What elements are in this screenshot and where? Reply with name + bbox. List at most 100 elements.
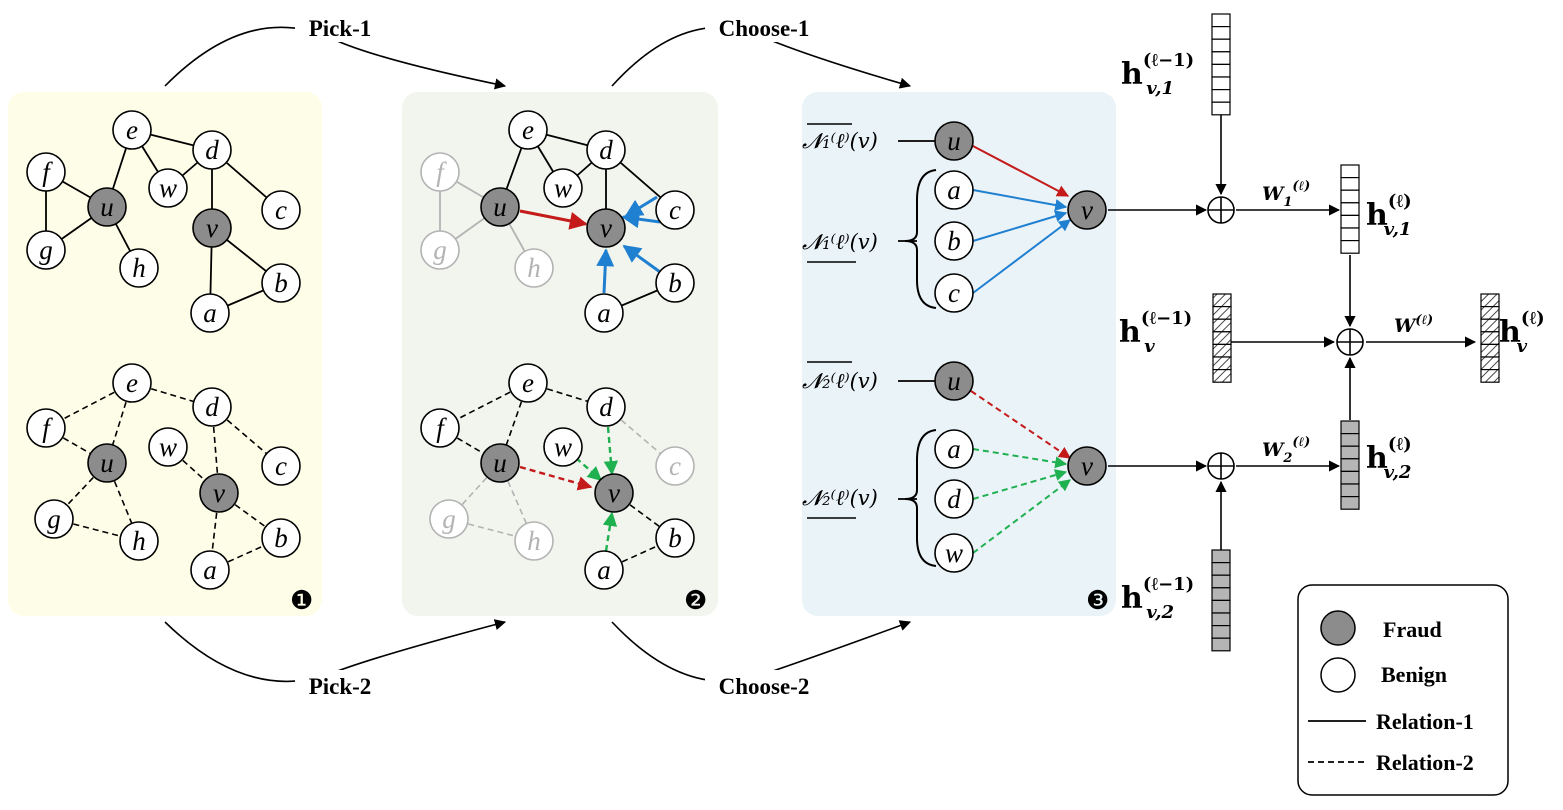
node-e: e bbox=[112, 363, 152, 403]
svg-text:h(ℓ−1)v: h(ℓ−1) v bbox=[1119, 308, 1192, 357]
node-label-v: v bbox=[206, 213, 218, 243]
node-label-v: v bbox=[1081, 451, 1093, 481]
node-a: a bbox=[190, 550, 230, 590]
node-b: b bbox=[655, 518, 695, 558]
node-label-u: u bbox=[100, 192, 114, 222]
node-label-u: u bbox=[947, 366, 961, 396]
node-label-c: c bbox=[669, 195, 681, 225]
node-f: f bbox=[26, 152, 66, 192]
legend-fraud-swatch bbox=[1320, 610, 1356, 646]
node-w: w bbox=[934, 533, 974, 573]
node-g: g bbox=[26, 230, 66, 270]
node-d: d bbox=[192, 387, 232, 427]
node-label-u: u bbox=[493, 448, 507, 478]
node-d: d bbox=[586, 130, 626, 170]
legend-benign-swatch bbox=[1320, 657, 1356, 693]
svg-text:W2(ℓ): W2(ℓ) bbox=[1262, 435, 1310, 466]
node-label-a: a bbox=[597, 298, 611, 328]
svg-text:h(ℓ−1)v,2: h(ℓ−1) v,2 bbox=[1121, 574, 1194, 623]
node-c: c bbox=[934, 273, 974, 313]
node-label-a: a bbox=[947, 434, 961, 464]
node-c: c bbox=[655, 446, 695, 486]
neighbor-label-benign-1: 𝓝₁⁽ℓ⁾(v) bbox=[802, 230, 878, 254]
node-h: h bbox=[514, 521, 554, 561]
node-label-d: d bbox=[947, 484, 961, 514]
node-u: u bbox=[480, 443, 520, 483]
svg-text:h(ℓ)v: h(ℓ) v bbox=[1499, 308, 1545, 357]
node-label-f: f bbox=[436, 157, 447, 187]
node-u: u bbox=[87, 187, 127, 227]
node-label-a: a bbox=[597, 555, 611, 585]
vector-h-v-prev bbox=[1212, 293, 1232, 383]
vector-h-v1-prev bbox=[1211, 13, 1231, 116]
node-b: b bbox=[934, 221, 974, 261]
node-a: a bbox=[934, 170, 974, 210]
legend-relation-1-label: Relation-1 bbox=[1376, 709, 1474, 734]
pick-1-label: Pick-1 bbox=[309, 16, 372, 41]
node-label-h: h bbox=[132, 526, 146, 556]
node-label-g: g bbox=[442, 504, 456, 534]
node-g: g bbox=[420, 230, 460, 270]
node-label-f: f bbox=[42, 157, 53, 187]
node-label-c: c bbox=[669, 451, 681, 481]
node-label-h: h bbox=[527, 526, 541, 556]
embedding-vectors bbox=[1211, 13, 1500, 652]
svg-text:W1(ℓ): W1(ℓ) bbox=[1262, 179, 1310, 210]
choose-1-label: Choose-1 bbox=[719, 16, 810, 41]
node-label-a: a bbox=[203, 298, 217, 328]
node-label-w: w bbox=[159, 432, 177, 462]
svg-text:h(ℓ)v,2: h(ℓ) v,2 bbox=[1366, 434, 1412, 483]
node-label-e: e bbox=[126, 368, 138, 398]
node-label-b: b bbox=[668, 523, 682, 553]
vector-h-v1 bbox=[1340, 164, 1360, 254]
node-e: e bbox=[508, 363, 548, 403]
node-u: u bbox=[934, 361, 974, 401]
aggregation-relation-1: 𝓝₁⁽ℓ⁾(v) 𝓝₁⁽ℓ⁾(v) bbox=[802, 123, 1071, 309]
step-2-badge: ❷ bbox=[684, 586, 707, 616]
svg-text:W(ℓ): W(ℓ) bbox=[1394, 313, 1433, 337]
node-label-h: h bbox=[132, 253, 146, 283]
node-c: c bbox=[261, 446, 301, 486]
node-a: a bbox=[934, 429, 974, 469]
node-label-w: w bbox=[945, 538, 963, 568]
node-label-a: a bbox=[947, 175, 961, 205]
vector-h-v2-prev bbox=[1211, 549, 1231, 652]
svg-text:h(ℓ−1)v,1: h(ℓ−1) v,1 bbox=[1121, 50, 1194, 99]
node-v: v bbox=[1067, 190, 1107, 230]
node-label-v: v bbox=[608, 478, 620, 508]
node-label-a: a bbox=[203, 555, 217, 585]
legend: Fraud Benign Relation-1 Relation-2 bbox=[1297, 584, 1509, 796]
node-v: v bbox=[586, 208, 626, 248]
node-v: v bbox=[199, 473, 239, 513]
legend-benign-label: Benign bbox=[1381, 662, 1447, 687]
node-g: g bbox=[429, 499, 469, 539]
node-u: u bbox=[480, 187, 520, 227]
node-d: d bbox=[192, 130, 232, 170]
node-d: d bbox=[934, 479, 974, 519]
node-h: h bbox=[514, 248, 554, 288]
node-label-f: f bbox=[436, 413, 447, 443]
node-label-c: c bbox=[275, 195, 287, 225]
node-v: v bbox=[192, 208, 232, 248]
aggregation-relation-2: 𝓝₂⁽ℓ⁾(v) 𝓝₂⁽ℓ⁾(v) bbox=[802, 361, 1071, 567]
node-h: h bbox=[119, 521, 159, 561]
node-b: b bbox=[655, 263, 695, 303]
node-label-w: w bbox=[159, 173, 177, 203]
step-3-badge: ❸ bbox=[1086, 586, 1109, 616]
vector-h-v bbox=[1480, 293, 1500, 383]
choose-2-label: Choose-2 bbox=[719, 674, 810, 699]
node-label-e: e bbox=[126, 115, 138, 145]
node-u: u bbox=[934, 121, 974, 161]
node-w: w bbox=[543, 168, 583, 208]
step-1-badge: ❶ bbox=[290, 586, 313, 616]
combination-network bbox=[1108, 114, 1477, 550]
node-label-e: e bbox=[522, 368, 534, 398]
node-label-d: d bbox=[205, 392, 219, 422]
node-f: f bbox=[26, 408, 66, 448]
node-g: g bbox=[34, 499, 74, 539]
panel-3 bbox=[802, 92, 1116, 616]
node-label-b: b bbox=[274, 523, 288, 553]
node-a: a bbox=[190, 293, 230, 333]
node-w: w bbox=[148, 168, 188, 208]
